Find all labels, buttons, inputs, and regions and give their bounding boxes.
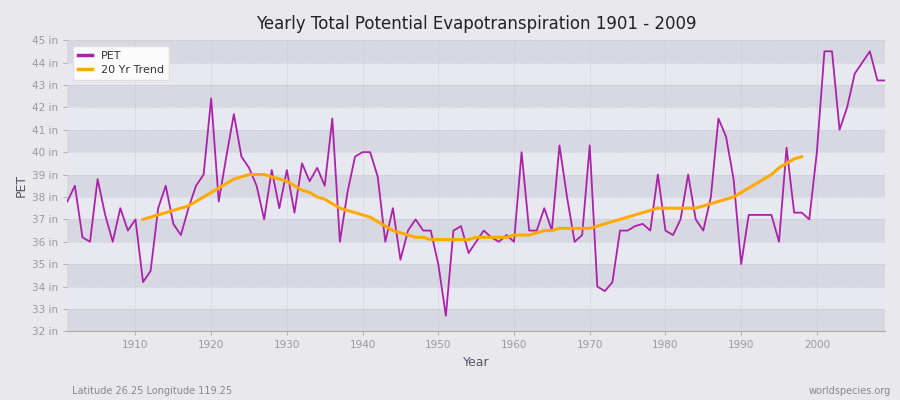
20 Yr Trend	[153, 212, 164, 217]
Bar	[68, 242, 885, 264]
20 Yr Trend	[320, 197, 330, 202]
20 Yr Trend	[796, 154, 807, 159]
PET	[517, 150, 527, 154]
PET	[62, 199, 73, 204]
PET	[607, 280, 617, 284]
20 Yr Trend	[471, 235, 482, 240]
20 Yr Trend	[327, 201, 338, 206]
Bar	[68, 309, 885, 332]
Title: Yearly Total Potential Evapotranspiration 1901 - 2009: Yearly Total Potential Evapotranspiratio…	[256, 15, 697, 33]
Bar	[68, 197, 885, 219]
Y-axis label: PET: PET	[15, 174, 28, 197]
Bar	[68, 174, 885, 197]
PET	[879, 78, 890, 83]
Line: PET: PET	[68, 51, 885, 316]
PET	[508, 239, 519, 244]
X-axis label: Year: Year	[463, 356, 490, 369]
Bar	[68, 85, 885, 107]
PET	[122, 228, 133, 233]
Bar	[68, 62, 885, 85]
Line: 20 Yr Trend: 20 Yr Trend	[143, 157, 802, 240]
PET	[289, 210, 300, 215]
PET	[440, 313, 451, 318]
PET	[819, 49, 830, 54]
20 Yr Trend	[531, 230, 542, 235]
Bar	[68, 264, 885, 287]
PET	[335, 239, 346, 244]
Bar	[68, 219, 885, 242]
Bar	[68, 40, 885, 62]
Text: Latitude 26.25 Longitude 119.25: Latitude 26.25 Longitude 119.25	[72, 386, 232, 396]
20 Yr Trend	[759, 177, 769, 182]
Bar	[68, 287, 885, 309]
Bar	[68, 107, 885, 130]
20 Yr Trend	[426, 237, 436, 242]
Bar	[68, 152, 885, 174]
Legend: PET, 20 Yr Trend: PET, 20 Yr Trend	[73, 46, 169, 80]
20 Yr Trend	[138, 217, 148, 222]
Text: worldspecies.org: worldspecies.org	[809, 386, 891, 396]
Bar	[68, 130, 885, 152]
